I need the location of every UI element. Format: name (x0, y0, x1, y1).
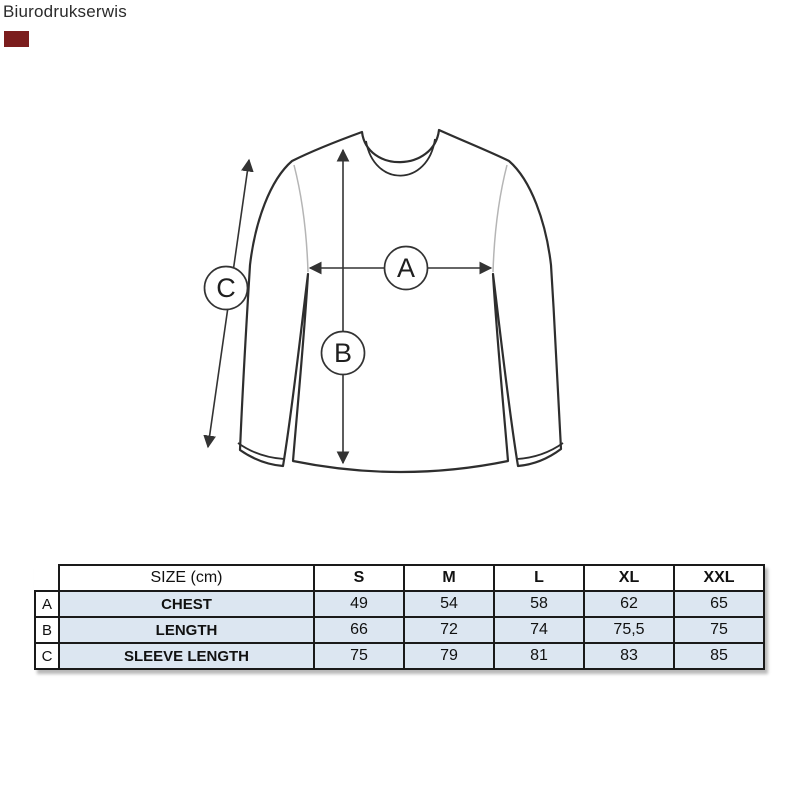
length-xl: 75,5 (583, 616, 675, 644)
length-xxl: 75 (673, 616, 765, 644)
sleeve-label-circle (203, 265, 249, 311)
chest-xxl: 65 (673, 590, 765, 618)
chest-l: 58 (493, 590, 585, 618)
length-l: 74 (493, 616, 585, 644)
column-header-l: L (493, 564, 585, 592)
sleeve-xxl: 85 (673, 642, 765, 670)
row-key-b: B (34, 616, 60, 644)
left-sleeve-seam (293, 164, 309, 273)
sleeve-m: 79 (403, 642, 495, 670)
size-table: SIZE (cm) S M L XL XXL A CHEST 49 54 58 … (34, 564, 765, 670)
row-key-c: C (34, 642, 60, 670)
column-header-s: S (313, 564, 405, 592)
row-name-length: LENGTH (58, 616, 315, 644)
chest-xl: 62 (583, 590, 675, 618)
shirt-outline (238, 128, 563, 474)
sleeve-l: 81 (493, 642, 585, 670)
column-header-xl: XL (583, 564, 675, 592)
column-header-xxl: XXL (673, 564, 765, 592)
corner-cell (35, 565, 59, 591)
row-name-chest: CHEST (58, 590, 315, 618)
table-row-length: B LENGTH 66 72 74 75,5 75 (34, 616, 765, 644)
column-header-size: SIZE (cm) (58, 564, 315, 592)
right-cuff-seam (516, 442, 564, 460)
sleeve-s: 75 (313, 642, 405, 670)
length-m: 72 (403, 616, 495, 644)
brand-watermark: Biurodrukserwis (3, 2, 127, 21)
table-row-chest: A CHEST 49 54 58 62 65 (34, 590, 765, 618)
chest-m: 54 (403, 590, 495, 618)
brand-color-swatch (4, 31, 29, 47)
table-row-sleeve-length: C SLEEVE LENGTH 75 79 81 83 85 (34, 642, 765, 670)
chest-s: 49 (313, 590, 405, 618)
size-table-header-row: SIZE (cm) S M L XL XXL (35, 564, 765, 592)
right-sleeve-seam (492, 164, 508, 273)
length-label-circle (320, 330, 366, 376)
chest-label-circle (383, 245, 429, 291)
length-label: B (334, 338, 352, 368)
column-header-m: M (403, 564, 495, 592)
collar-inner-seam (365, 138, 436, 177)
row-key-a: A (34, 590, 60, 618)
sleeve-label: C (216, 273, 236, 303)
sleeve-xl: 83 (583, 642, 675, 670)
chest-label: A (397, 253, 415, 283)
row-name-sleeve: SLEEVE LENGTH (58, 642, 315, 670)
length-s: 66 (313, 616, 405, 644)
